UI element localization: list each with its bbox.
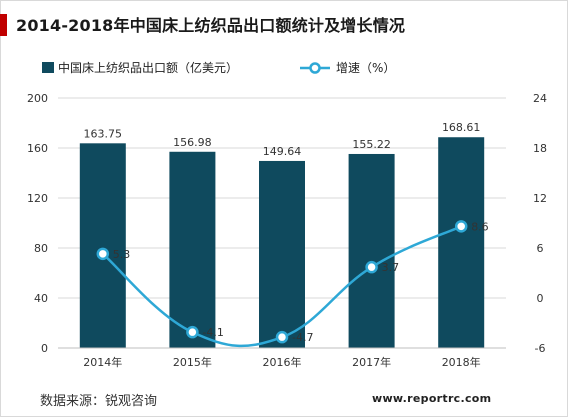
line-point (96, 247, 110, 261)
line-point (365, 260, 378, 274)
website-link[interactable]: www.reportrc.com (372, 392, 492, 405)
bar (348, 153, 395, 348)
y-left-tick-label: 160 (27, 142, 48, 155)
y-left-tick-label: 80 (34, 242, 48, 255)
chart-title: 2014-2018年中国床上纺织品出口额统计及增长情况 (16, 16, 406, 35)
x-tick-label: 2016年 (263, 355, 302, 369)
line-value-label: 5.3 (113, 248, 131, 261)
legend: 中国床上纺织品出口额（亿美元） 增速（%） (42, 60, 395, 75)
legend-line-marker (309, 62, 321, 74)
bar (169, 151, 216, 348)
y-left-tick-label: 0 (41, 342, 48, 355)
y-right-tick-label: -6 (535, 342, 546, 355)
line-point (454, 220, 468, 233)
bar-value-label: 149.64 (263, 145, 302, 158)
title-accent-bar (0, 14, 7, 36)
y-left-tick-label: 200 (27, 92, 48, 105)
line-value-label: -4.7 (292, 331, 313, 344)
y-right-tick-label: 0 (537, 292, 544, 305)
line-series: 5.3 -4.1 -4.7 3.7 8.6 (96, 220, 489, 348)
bar-value-label: 155.22 (352, 138, 391, 151)
bar-value-label: 163.75 (84, 127, 123, 140)
legend-bar-label: 中国床上纺织品出口额（亿美元） (58, 60, 238, 75)
y-right-tick-label: 6 (537, 242, 544, 255)
x-tick-label: 2017年 (352, 355, 391, 369)
bar (438, 137, 485, 348)
axes: 0 40 80 120 160 200 -6 0 6 12 18 24 2014年 2015年 2016年 2… (27, 92, 547, 369)
x-tick-label: 2014年 (83, 355, 122, 369)
line-value-label: -4.1 (202, 326, 223, 339)
x-tick-label: 2015年 (173, 355, 212, 369)
y-right-tick-label: 12 (533, 192, 547, 205)
y-right-tick-label: 24 (533, 92, 547, 105)
legend-bar-swatch (42, 62, 54, 73)
line-point (186, 325, 199, 339)
y-left-tick-label: 40 (34, 292, 48, 305)
legend-line-label: 增速（%） (336, 61, 395, 75)
bar (79, 143, 126, 348)
line-value-label: 8.6 (471, 220, 489, 233)
y-right-tick-label: 18 (533, 142, 547, 155)
line-point (275, 330, 289, 344)
bar (259, 160, 305, 348)
bar-value-label: 168.61 (442, 121, 481, 134)
y-left-tick-label: 120 (27, 192, 48, 205)
x-tick-label: 2018年 (442, 355, 481, 369)
bar-value-label: 156.98 (173, 136, 212, 149)
line-value-label: 3.7 (382, 261, 400, 274)
data-source: 数据来源：锐观咨询 (40, 394, 158, 409)
bar-series: 163.75 156.98 149.64 155.22 168.61 (79, 121, 485, 348)
